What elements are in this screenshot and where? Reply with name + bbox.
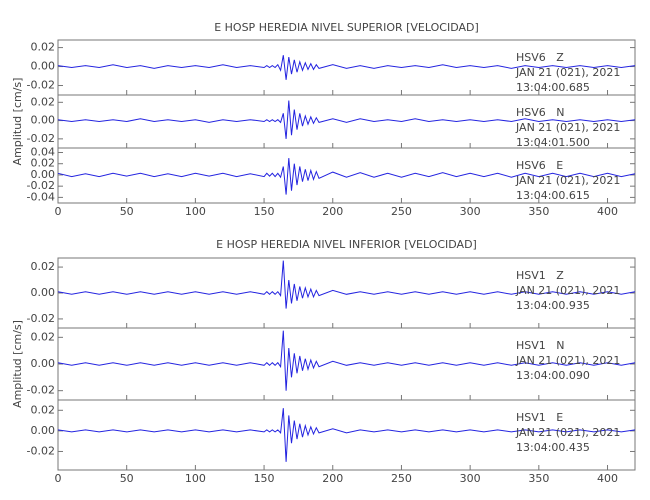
- y-axis-label: Amplitud [cm/s]: [11, 78, 24, 166]
- y-tick-label: -0.02: [27, 312, 55, 325]
- chart-title: E HOSP HEREDIA NIVEL SUPERIOR [VELOCIDAD…: [214, 21, 479, 34]
- x-tick-label: 400: [597, 205, 618, 218]
- x-tick-label: 300: [460, 472, 481, 485]
- y-tick-label: -0.02: [27, 384, 55, 397]
- x-tick-label: 250: [391, 205, 412, 218]
- panel-frame: [57, 147, 636, 204]
- y-tick-label: -0.02: [27, 79, 55, 92]
- x-tick-label: 350: [528, 205, 549, 218]
- x-tick-label: 200: [322, 205, 343, 218]
- x-tick-label: 300: [460, 205, 481, 218]
- y-tick-label: 0.00: [31, 168, 56, 181]
- x-tick-label: 50: [120, 472, 134, 485]
- trace-annotation: 13:04:00.935: [516, 299, 590, 312]
- x-tick-label: 100: [185, 472, 206, 485]
- x-tick-label: 150: [254, 205, 275, 218]
- y-tick-label: 0.02: [31, 41, 56, 54]
- x-tick-label: 150: [254, 472, 275, 485]
- panel-frame: [57, 399, 636, 471]
- trace-annotation: 13:04:00.090: [516, 369, 590, 382]
- trace-annotation: JAN 21 (021), 2021: [515, 426, 620, 439]
- trace-annotation: 13:04:00.435: [516, 441, 590, 454]
- x-tick-label: 250: [391, 472, 412, 485]
- y-tick-label: -0.04: [27, 190, 55, 203]
- x-tick-label: 50: [120, 205, 134, 218]
- trace-annotation: HSV6 Z: [516, 51, 564, 64]
- y-tick-label: -0.02: [27, 444, 55, 457]
- y-tick-label: 0.04: [31, 145, 56, 158]
- trace-annotation: HSV6 E: [516, 159, 563, 172]
- trace-annotation: 13:04:00.615: [516, 189, 590, 202]
- x-tick-label: 200: [322, 472, 343, 485]
- waveform: [57, 100, 636, 139]
- x-tick-label: 350: [528, 472, 549, 485]
- x-tick-label: 400: [597, 472, 618, 485]
- y-axis-label: Amplitud [cm/s]: [11, 320, 24, 408]
- y-tick-label: -0.02: [27, 132, 55, 145]
- x-tick-label: 0: [55, 472, 62, 485]
- waveform: [57, 330, 636, 391]
- y-tick-label: -0.02: [27, 179, 55, 192]
- y-tick-label: 0.00: [31, 114, 56, 127]
- x-tick-label: 0: [55, 205, 62, 218]
- y-tick-label: 0.02: [31, 157, 56, 170]
- trace-annotation: HSV6 N: [516, 106, 565, 119]
- waveform: [57, 158, 636, 195]
- trace-annotation: JAN 21 (021), 2021: [515, 174, 620, 187]
- y-tick-label: 0.00: [31, 357, 56, 370]
- trace-annotation: HSV1 N: [516, 339, 565, 352]
- y-tick-label: 0.02: [31, 95, 56, 108]
- y-tick-label: 0.02: [31, 330, 56, 343]
- trace-annotation: JAN 21 (021), 2021: [515, 66, 620, 79]
- y-tick-label: 0.02: [31, 403, 56, 416]
- waveform: [57, 260, 636, 309]
- chart-title: E HOSP HEREDIA NIVEL INFERIOR [VELOCIDAD…: [216, 238, 477, 251]
- x-tick-label: 100: [185, 205, 206, 218]
- trace-annotation: JAN 21 (021), 2021: [515, 284, 620, 297]
- trace-annotation: HSV1 E: [516, 411, 563, 424]
- y-tick-label: 0.02: [31, 260, 56, 273]
- y-tick-label: 0.00: [31, 60, 56, 73]
- waveform: [57, 55, 636, 80]
- trace-annotation: HSV1 Z: [516, 269, 564, 282]
- trace-annotation: JAN 21 (021), 2021: [515, 121, 620, 134]
- trace-annotation: 13:04:00.685: [516, 81, 590, 94]
- trace-annotation: 13:04:01.500: [516, 136, 590, 149]
- waveform: [57, 408, 636, 462]
- y-tick-label: 0.00: [31, 286, 56, 299]
- trace-annotation: JAN 21 (021), 2021: [515, 354, 620, 367]
- y-tick-label: 0.00: [31, 424, 56, 437]
